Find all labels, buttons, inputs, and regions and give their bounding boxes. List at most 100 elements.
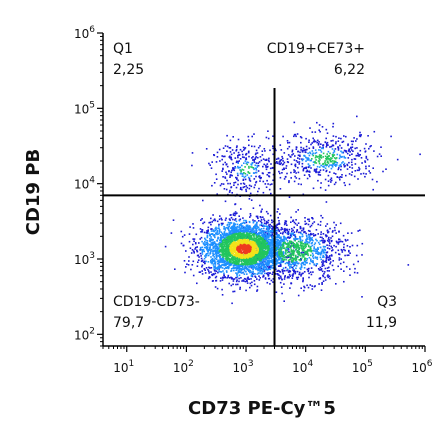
event-dot [212, 229, 215, 231]
event-dot [233, 248, 235, 250]
event-dot [200, 248, 203, 251]
event-dot [218, 225, 220, 227]
event-dot [255, 238, 258, 240]
event-dot [227, 239, 230, 242]
event-dot [356, 147, 358, 149]
event-dot [302, 151, 304, 153]
event-dot [241, 188, 243, 191]
event-dot [328, 239, 331, 241]
event-dot [241, 222, 243, 225]
event-dot [270, 245, 272, 247]
event-dot [289, 267, 291, 269]
event-dot [326, 144, 328, 147]
event-dot [235, 213, 237, 215]
event-dot [326, 163, 328, 166]
event-dot [340, 156, 343, 158]
event-dot [311, 285, 313, 287]
event-dot [335, 161, 337, 164]
event-dot [303, 259, 306, 261]
event-dot [248, 198, 251, 200]
event-dot [275, 149, 277, 152]
event-dot [226, 134, 228, 137]
event-dot [234, 248, 236, 251]
event-dot [231, 254, 234, 257]
event-dot [277, 256, 279, 259]
event-dot [337, 249, 340, 252]
event-dot [297, 240, 300, 243]
event-dot [216, 262, 219, 265]
event-dot [313, 235, 315, 237]
event-dot [314, 140, 317, 143]
event-dot [259, 176, 261, 179]
event-dot [334, 148, 337, 150]
event-dot [248, 184, 251, 187]
event-dot [238, 258, 241, 261]
event-dot [311, 237, 313, 239]
event-dot [294, 133, 297, 136]
event-dot [305, 252, 308, 255]
event-dot [242, 178, 245, 181]
event-dot [225, 262, 228, 264]
event-dot [322, 238, 324, 240]
event-dot [224, 161, 226, 164]
event-dot [258, 161, 261, 163]
event-dot [229, 252, 232, 255]
event-dot [250, 237, 252, 240]
event-dot [236, 273, 238, 275]
event-dot [256, 289, 259, 291]
event-dot [326, 132, 329, 134]
event-dot [346, 164, 349, 167]
event-dot [289, 240, 291, 242]
event-dot [248, 167, 250, 169]
event-dot [235, 259, 238, 262]
event-dot [231, 226, 234, 229]
event-dot [287, 275, 289, 278]
event-dot [286, 236, 289, 239]
event-dot [334, 251, 337, 254]
event-dot [319, 224, 322, 226]
event-dot [216, 260, 219, 263]
event-dot [330, 254, 333, 256]
event-dot [285, 165, 288, 167]
event-dot [359, 149, 362, 152]
event-dot [373, 150, 375, 152]
event-dot [265, 221, 268, 224]
event-dot [329, 261, 332, 263]
event-dot [244, 263, 247, 266]
event-dot [285, 222, 287, 225]
event-dot [293, 234, 295, 236]
event-dot [328, 236, 330, 239]
event-dot [242, 227, 244, 230]
event-dot [338, 241, 341, 243]
event-dot [306, 251, 308, 254]
event-dot [235, 237, 237, 239]
event-dot [316, 252, 318, 255]
event-dot [253, 256, 256, 259]
event-dot [276, 161, 278, 163]
event-dot [204, 256, 207, 258]
event-dot [250, 263, 253, 265]
event-dot [244, 264, 247, 267]
event-dot [242, 242, 244, 245]
event-dot [283, 258, 286, 261]
event-dot [289, 232, 291, 235]
event-dot [262, 258, 264, 261]
event-dot [234, 251, 237, 253]
event-dot [317, 241, 320, 244]
event-dot [317, 248, 319, 250]
event-dot [296, 249, 299, 252]
event-dot [210, 260, 212, 262]
event-dot [195, 242, 197, 245]
event-dot [269, 183, 272, 186]
event-dot [341, 141, 344, 143]
event-dot [283, 254, 286, 257]
event-dot [312, 254, 315, 256]
event-dot [235, 272, 237, 274]
event-dot [268, 257, 271, 259]
event-dot [226, 252, 228, 254]
event-dot [254, 231, 257, 233]
event-dot [298, 177, 301, 180]
event-dot [354, 170, 357, 172]
event-dot [303, 271, 306, 273]
event-dot [242, 226, 245, 229]
